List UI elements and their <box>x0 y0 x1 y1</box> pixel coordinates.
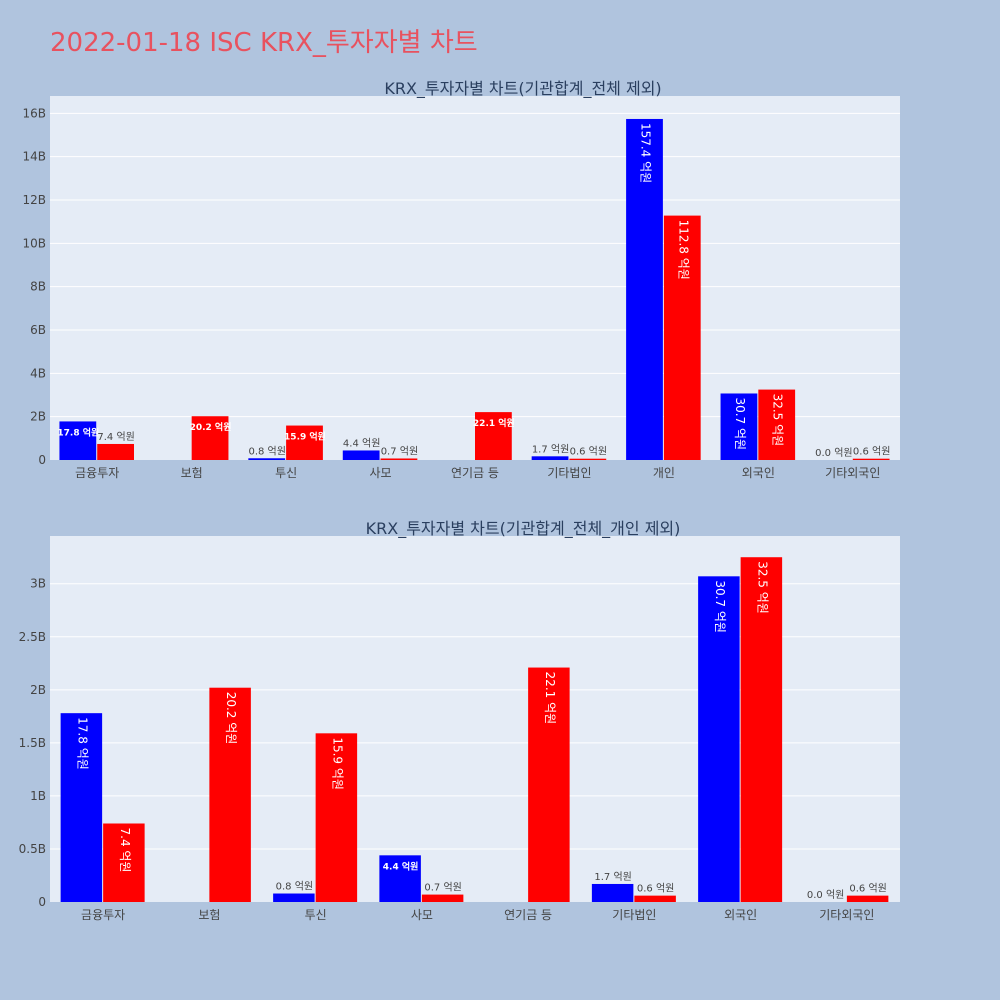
x-tick-label: 사모 <box>411 908 433 922</box>
bar <box>626 118 663 460</box>
bar <box>663 215 701 460</box>
bar <box>315 733 358 902</box>
y-tick-label: 1B <box>30 789 46 803</box>
data-label: 112.8 억원 <box>676 220 690 280</box>
data-label: 0.6 억원 <box>637 883 674 895</box>
bar <box>342 450 380 460</box>
bar <box>634 895 676 902</box>
x-tick-label: 사모 <box>370 466 392 480</box>
bar <box>191 416 229 460</box>
data-label: 0.7 억원 <box>424 882 461 894</box>
page-title: 2022-01-18 ISC KRX_투자자별 차트 <box>50 28 478 58</box>
chart-title: KRX_투자자별 차트(기관합계_전체_개인 제외) <box>366 519 681 539</box>
bar <box>528 667 570 902</box>
x-tick-label: 기타외국인 <box>819 908 874 922</box>
data-label: 0.8 억원 <box>276 881 313 893</box>
data-label: 0.0 억원 <box>815 447 852 459</box>
y-tick-label: 0 <box>38 895 46 909</box>
bar <box>103 823 145 902</box>
x-tick-label: 금융투자 <box>81 908 125 922</box>
data-label: 1.7 억원 <box>594 871 631 883</box>
bar <box>286 425 323 460</box>
x-tick-label: 투신 <box>305 908 327 922</box>
chart-title: KRX_투자자별 차트(기관합계_전체 제외) <box>384 79 661 99</box>
data-label: 22.1 억원 <box>473 417 515 429</box>
data-label: 4.4 억원 <box>343 437 380 449</box>
data-label: 7.4 억원 <box>118 827 132 872</box>
bar <box>740 557 783 902</box>
data-label: 32.5 억원 <box>771 394 785 447</box>
bar <box>720 393 758 460</box>
data-label: 0.6 억원 <box>849 883 886 895</box>
bar <box>531 456 569 460</box>
y-tick-label: 0 <box>38 453 46 467</box>
bar <box>846 895 889 902</box>
data-label: 0.8 억원 <box>248 445 285 457</box>
bar <box>97 443 134 460</box>
y-tick-label: 3B <box>30 577 46 591</box>
x-tick-label: 외국인 <box>742 466 775 480</box>
x-tick-label: 기타외국인 <box>825 466 880 480</box>
data-label: 30.7 억원 <box>713 580 727 633</box>
data-label: 17.8 억원 <box>75 717 89 770</box>
x-tick-label: 연기금 등 <box>504 908 552 922</box>
y-tick-label: 12B <box>22 193 46 207</box>
data-label: 15.9 억원 <box>284 431 326 443</box>
bar <box>248 458 286 460</box>
y-tick-label: 6B <box>30 323 46 337</box>
data-label: 1.7 억원 <box>532 443 569 455</box>
y-tick-label: 2B <box>30 683 46 697</box>
bar <box>60 713 103 902</box>
x-tick-label: 기타법인 <box>547 466 591 480</box>
data-label: 0.6 억원 <box>853 446 890 458</box>
data-label: 7.4 억원 <box>97 431 134 443</box>
data-label: 22.1 억원 <box>543 672 557 725</box>
y-tick-label: 14B <box>22 150 46 164</box>
data-label: 15.9 억원 <box>330 737 344 790</box>
data-label: 32.5 억원 <box>755 561 769 614</box>
bar <box>569 458 607 460</box>
data-label: 20.2 억원 <box>190 421 232 433</box>
bar <box>380 458 418 460</box>
data-label: 4.4 억원 <box>383 860 419 872</box>
bar <box>273 893 315 902</box>
bar <box>852 458 890 460</box>
y-tick-label: 16B <box>22 106 46 120</box>
bar <box>591 883 634 902</box>
data-label: 157.4 억원 <box>639 123 653 183</box>
bar <box>698 576 740 902</box>
x-tick-label: 개인 <box>653 466 675 480</box>
y-tick-label: 10B <box>22 236 46 250</box>
y-tick-label: 4B <box>30 366 46 380</box>
data-label: 20.2 억원 <box>224 692 238 745</box>
y-tick-label: 1.5B <box>19 736 46 750</box>
bar <box>758 389 796 460</box>
y-tick-label: 2.5B <box>19 630 46 644</box>
bar <box>379 855 421 902</box>
x-tick-label: 연기금 등 <box>451 466 499 480</box>
x-tick-label: 보험 <box>181 466 203 480</box>
x-tick-label: 금융투자 <box>75 466 119 480</box>
y-tick-label: 0.5B <box>19 842 46 856</box>
data-label: 17.8 억원 <box>57 426 99 438</box>
chart-top: KRX_투자자별 차트(기관합계_전체 제외) 0 2B 4B 6B 8B 10B 12B 14… <box>22 79 900 480</box>
x-tick-label: 투신 <box>275 466 297 480</box>
y-tick-label: 8B <box>30 280 46 294</box>
data-label: 0.6 억원 <box>570 446 607 458</box>
x-tick-label: 보험 <box>198 908 220 922</box>
bar <box>475 412 512 460</box>
chart-bottom: KRX_투자자별 차트(기관합계_전체_개인 제외) 0 0.5B 1B 1.5B 2B 2… <box>19 519 900 922</box>
bar <box>421 894 464 902</box>
data-label: 0.7 억원 <box>381 445 418 457</box>
data-label: 0.0 억원 <box>807 889 844 901</box>
x-tick-label: 외국인 <box>724 908 757 922</box>
y-tick-label: 2B <box>30 410 46 424</box>
data-label: 30.7 억원 <box>733 397 747 450</box>
bar <box>59 421 97 460</box>
x-tick-label: 기타법인 <box>612 908 656 922</box>
bar <box>209 687 251 902</box>
